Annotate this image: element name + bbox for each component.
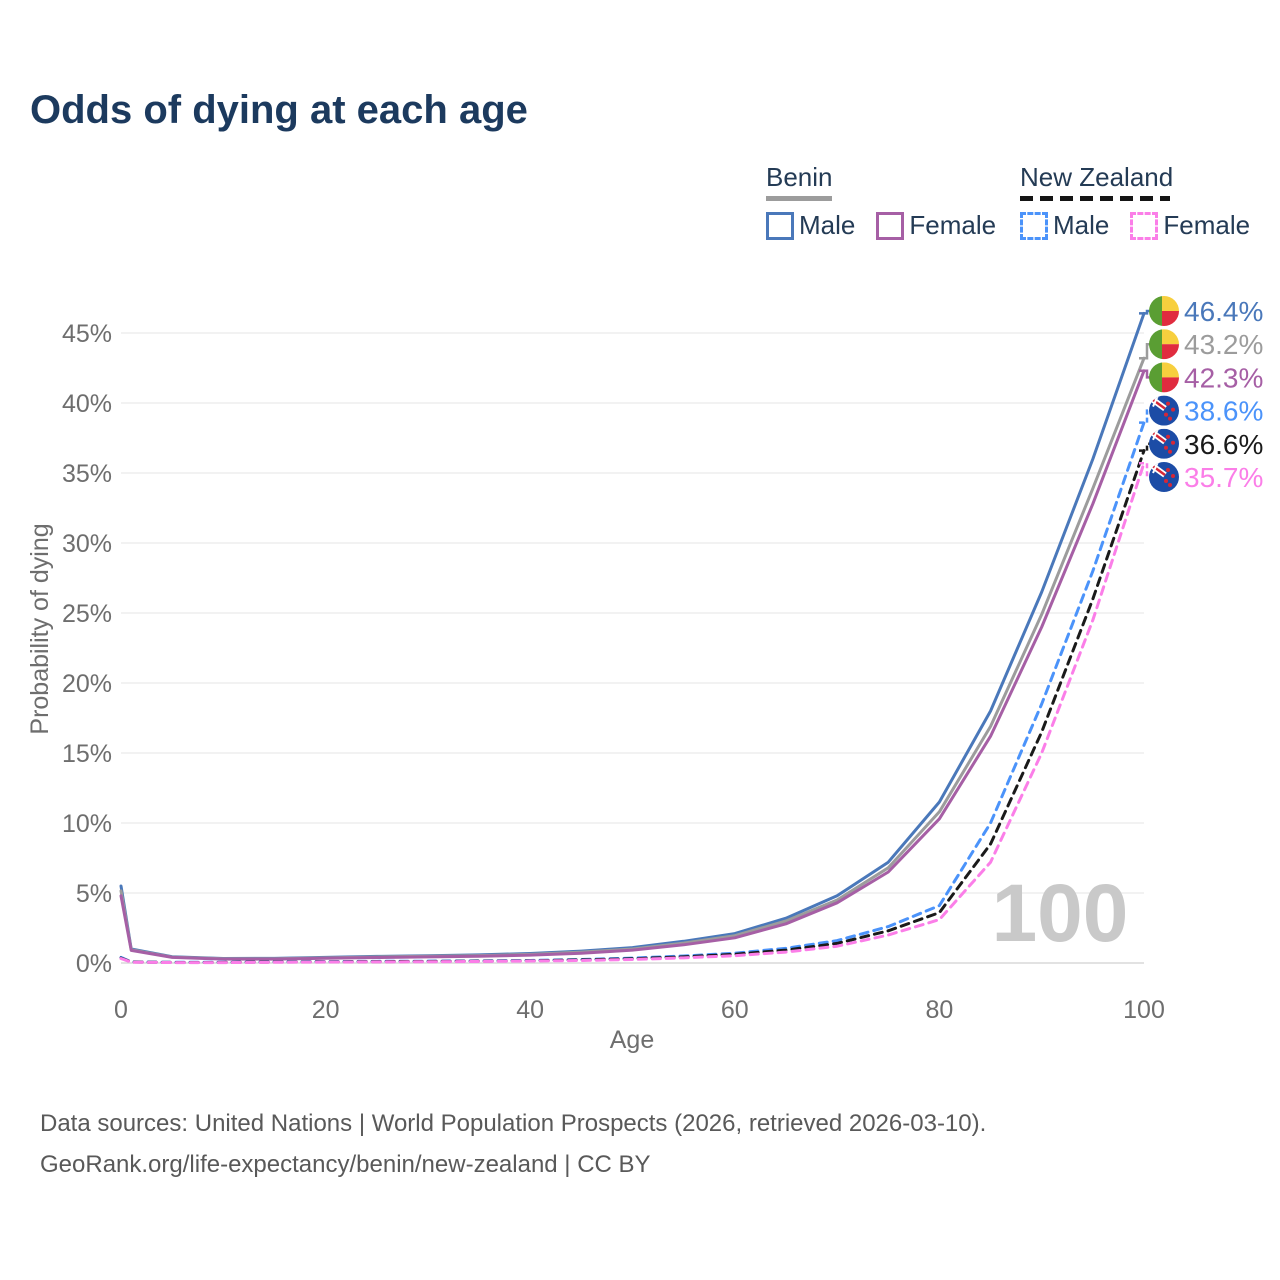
- end-value-label-benin-male: 46.4%: [1184, 296, 1263, 327]
- x-tick-label: 40: [516, 996, 544, 1024]
- x-axis-title: Age: [610, 1026, 654, 1054]
- nz-flag-icon: [1149, 395, 1179, 426]
- series-line-nz-female[interactable]: [119, 461, 1146, 965]
- end-value-label-nz-both: 36.6%: [1184, 429, 1263, 460]
- legend-country-new-zealand: New Zealand: [1020, 162, 1174, 192]
- new-zealand-dashed-line-swatch: [1020, 196, 1170, 201]
- x-tick-label: 100: [1123, 996, 1165, 1024]
- series-line-nz-both[interactable]: [119, 449, 1146, 964]
- x-tick-label: 0: [114, 996, 128, 1024]
- benin-flag-icon: [1149, 296, 1179, 326]
- x-tick-label: 60: [721, 996, 749, 1024]
- y-tick-label: 30%: [62, 530, 112, 558]
- new-zealand-female-swatch[interactable]: [1130, 211, 1159, 240]
- y-tick-label: 35%: [62, 460, 112, 488]
- benin-male-label: Male: [799, 210, 856, 240]
- footer: Data sources: United Nations | World Pop…: [40, 1103, 986, 1185]
- x-tick-label: 20: [312, 996, 340, 1024]
- benin-male-swatch[interactable]: [766, 211, 794, 240]
- series-line-benin-both[interactable]: [119, 356, 1146, 961]
- y-tick-label: 0%: [76, 950, 112, 978]
- y-tick-label: 25%: [62, 600, 112, 628]
- legend-country-benin: Benin: [766, 162, 833, 192]
- y-axis-title: Probability of dying: [26, 523, 54, 734]
- new-zealand-male-label: Male: [1053, 210, 1110, 240]
- series-line-benin-female[interactable]: [119, 369, 1146, 961]
- footer-data-sources: Data sources: United Nations | World Pop…: [40, 1110, 987, 1137]
- y-tick-label: 10%: [62, 810, 112, 838]
- label-connector: [1139, 409, 1152, 424]
- new-zealand-male-swatch[interactable]: [1020, 211, 1048, 240]
- legend-group-new-zealand: New Zealand Male Female: [1020, 162, 1250, 241]
- benin-female-label: Female: [909, 210, 997, 240]
- footer-attribution: GeoRank.org/life-expectancy/benin/new-ze…: [40, 1151, 651, 1178]
- benin-flag-icon: [1149, 362, 1179, 393]
- end-value-label-benin-female: 42.3%: [1184, 362, 1263, 393]
- y-tick-label: 40%: [62, 390, 112, 418]
- legend: Benin Male Female New Zealand Male Femal…: [0, 0, 1280, 260]
- y-tick-label: 20%: [62, 670, 112, 698]
- y-tick-label: 5%: [76, 880, 112, 908]
- series-line-nz-male[interactable]: [119, 421, 1146, 964]
- new-zealand-female-label: Female: [1163, 210, 1251, 240]
- hover-age-watermark: 100: [992, 868, 1129, 959]
- benin-female-swatch[interactable]: [876, 211, 905, 240]
- end-value-label-benin-both: 43.2%: [1184, 329, 1263, 360]
- y-tick-label: 45%: [62, 320, 112, 348]
- nz-flag-icon: [1149, 428, 1179, 459]
- benin-flag-icon: [1149, 329, 1179, 360]
- page-title: Odds of dying at each age: [30, 88, 528, 132]
- y-tick-label: 15%: [62, 740, 112, 768]
- end-value-label-nz-female: 35.7%: [1184, 462, 1263, 493]
- end-value-label-nz-male: 38.6%: [1184, 396, 1263, 427]
- legend-group-benin: Benin Male Female: [766, 162, 996, 241]
- benin-solid-line-swatch: [766, 196, 832, 201]
- nz-flag-icon: [1149, 462, 1179, 492]
- x-tick-label: 80: [925, 996, 953, 1024]
